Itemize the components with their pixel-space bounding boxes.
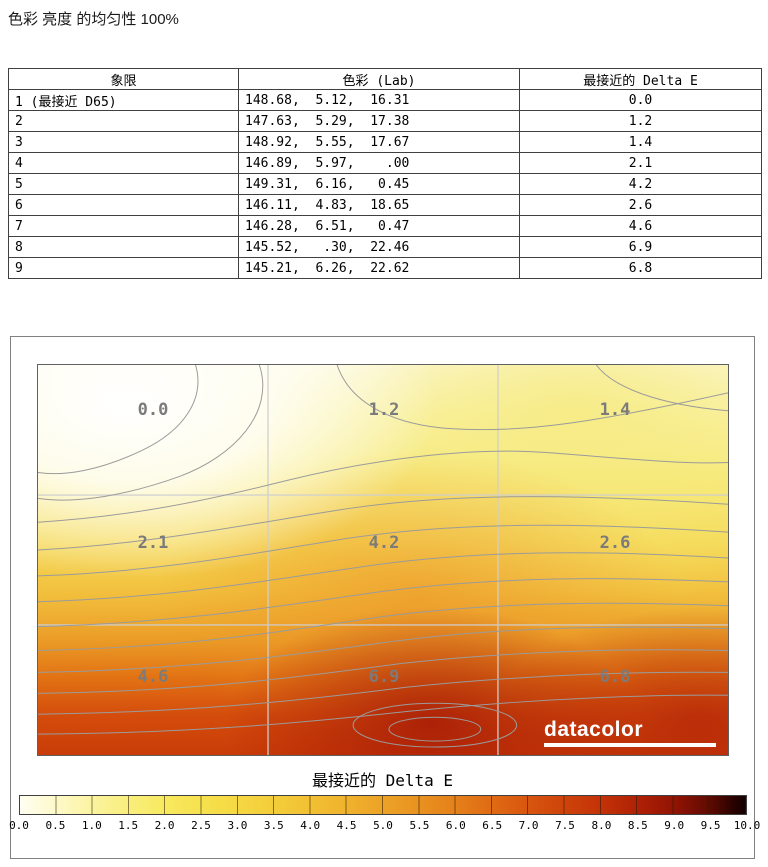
delta-e-cell: 4.6 (519, 215, 762, 237)
lab-cell: 145.21, 6.26, 22.62 (238, 257, 520, 279)
tick-label: 3.0 (227, 819, 248, 832)
table-row: 3 148.92, 5.55, 17.67 1.4 (8, 131, 762, 153)
tick-label: 5.0 (373, 819, 393, 832)
colorbar-title: 最接近的 Delta E (311, 771, 454, 790)
tick-label: 8.5 (627, 819, 648, 832)
col-header-delta-e: 最接近的 Delta E (519, 68, 762, 90)
lab-cell: 146.11, 4.83, 18.65 (238, 194, 520, 216)
tick-label: 4.5 (336, 819, 357, 832)
delta-e-cell: 1.2 (519, 110, 762, 132)
lab-cell: 145.52, .30, 22.46 (238, 236, 520, 258)
tick-label: 5.5 (409, 819, 430, 832)
tick-label: 4.0 (300, 819, 321, 832)
delta-e-cell: 6.8 (519, 257, 762, 279)
lab-cell: 149.31, 6.16, 0.45 (238, 173, 520, 195)
table-header-row: 象限 色彩 (Lab) 最接近的 Delta E (8, 68, 762, 90)
quadrant-cell: 1 (最接近 D65) (8, 89, 239, 111)
tick-label: 0.0 (9, 819, 29, 832)
datacolor-logo: datacolor (544, 719, 716, 747)
quadrant-cell: 8 (8, 236, 239, 258)
lab-cell: 147.63, 5.29, 17.38 (238, 110, 520, 132)
cell-value-q6: 2.6 (599, 533, 631, 553)
tick-label: 9.5 (700, 819, 721, 832)
lab-cell: 148.92, 5.55, 17.67 (238, 131, 520, 153)
delta-e-cell: 0.0 (519, 89, 762, 111)
table-row: 1 (最接近 D65) 148.68, 5.12, 16.31 0.0 (8, 89, 762, 111)
quadrant-cell: 6 (8, 194, 239, 216)
datacolor-logo-underline (544, 743, 716, 747)
cell-value-q1: 0.0 (137, 400, 169, 420)
quadrant-cell: 7 (8, 215, 239, 237)
table-row: 6 146.11, 4.83, 18.65 2.6 (8, 194, 762, 216)
tick-label: 6.0 (445, 819, 466, 832)
tick-label: 0.5 (45, 819, 66, 832)
tick-label: 7.0 (518, 819, 539, 832)
table-row: 8 145.52, .30, 22.46 6.9 (8, 236, 762, 258)
cell-value-q7: 4.6 (137, 667, 169, 687)
tick-label: 2.5 (191, 819, 211, 832)
colorbar-tick-labels: 0.0 0.5 1.0 1.5 2.0 2.5 3.0 3.5 4.0 4.5 … (9, 819, 760, 833)
lab-cell: 146.28, 6.51, 0.47 (238, 215, 520, 237)
delta-e-cell: 6.9 (519, 236, 762, 258)
colorbar (19, 795, 747, 815)
delta-e-cell: 2.6 (519, 194, 762, 216)
cell-value-q2: 1.2 (368, 400, 400, 420)
cell-value-q3: 1.4 (599, 400, 631, 420)
lab-cell: 148.68, 5.12, 16.31 (238, 89, 520, 111)
contour-lines (38, 365, 728, 748)
quadrant-cell: 5 (8, 173, 239, 195)
cell-value-q4: 2.1 (137, 533, 169, 553)
contour-plot: 0.0 1.2 1.4 2.1 4.2 2.6 4.6 6.9 6.8 data… (37, 364, 729, 756)
delta-e-cell: 2.1 (519, 152, 762, 174)
tick-label: 3.5 (263, 819, 284, 832)
table-row: 2 147.63, 5.29, 17.38 1.2 (8, 110, 762, 132)
tick-label: 1.0 (81, 819, 102, 832)
quadrant-cell: 4 (8, 152, 239, 174)
tick-label: 9.0 (664, 819, 685, 832)
quadrant-cell: 3 (8, 131, 239, 153)
tick-label: 10.0 (733, 819, 761, 832)
cell-value-q5: 4.2 (368, 533, 400, 553)
contour-heatmap (38, 365, 728, 755)
tick-label: 6.5 (482, 819, 503, 832)
cell-value-q8: 6.9 (368, 667, 400, 687)
table-row: 5 149.31, 6.16, 0.45 4.2 (8, 173, 762, 195)
delta-e-cell: 1.4 (519, 131, 762, 153)
quadrant-cell: 9 (8, 257, 239, 279)
contour-chart-frame: 0.0 1.2 1.4 2.1 4.2 2.6 4.6 6.9 6.8 data… (9, 336, 760, 859)
colorbar-tick-marks (20, 796, 746, 814)
col-header-lab: 色彩 (Lab) (238, 68, 520, 90)
quadrant-grid-lines (38, 365, 728, 755)
cell-value-q9: 6.8 (599, 667, 631, 687)
tick-label: 8.0 (591, 819, 612, 832)
table-row: 4 146.89, 5.97, .00 2.1 (8, 152, 762, 174)
datacolor-logo-text: datacolor (544, 718, 644, 741)
table-row: 7 146.28, 6.51, 0.47 4.6 (8, 215, 762, 237)
tick-label: 7.5 (555, 819, 575, 832)
tick-label: 1.5 (118, 819, 139, 832)
delta-e-cell: 4.2 (519, 173, 762, 195)
col-header-quadrant: 象限 (8, 68, 239, 90)
quadrant-cell: 2 (8, 110, 239, 132)
lab-cell: 146.89, 5.97, .00 (238, 152, 520, 174)
page-title: 色彩 亮度 的均匀性 100% (8, 11, 179, 28)
uniformity-table: 象限 色彩 (Lab) 最接近的 Delta E 1 (最接近 D65) 148.… (8, 68, 762, 279)
table-row: 9 145.21, 6.26, 22.62 6.8 (8, 257, 762, 279)
tick-label: 2.0 (154, 819, 175, 832)
